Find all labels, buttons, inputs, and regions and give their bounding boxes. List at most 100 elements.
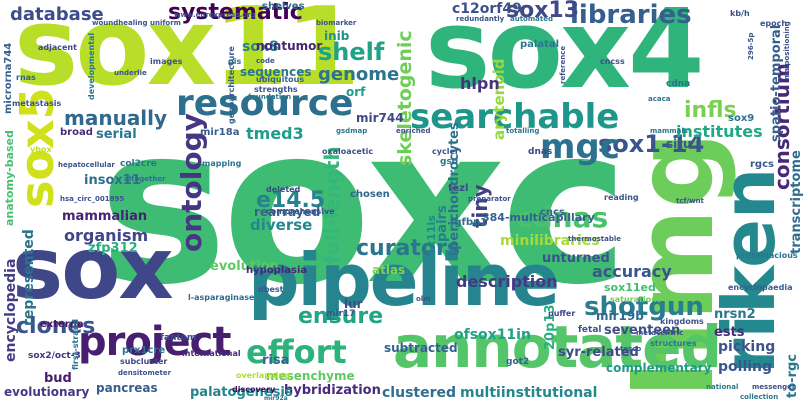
word-shelf: shelf — [318, 38, 385, 66]
word-soxc: soxc — [98, 80, 629, 333]
word-mammalian: mammalian — [62, 209, 148, 224]
word-situ: situ — [666, 137, 692, 151]
word-evolution: evolution — [210, 259, 279, 274]
word-infls: infls — [684, 98, 737, 123]
word-sox11ed: sox11ed — [604, 281, 656, 294]
word-296-5p: 296-5p — [747, 32, 755, 60]
word-kb-h: kb/h — [730, 9, 750, 18]
word-adjacent: adjacent — [38, 43, 77, 52]
word-hybridization: hybridization — [284, 383, 381, 398]
word-minilibraries: minilibraries — [500, 233, 600, 249]
word-shelves: shelves — [262, 1, 305, 12]
word-mir17: mir17 — [326, 309, 356, 319]
word-sox11: sox11 — [14, 0, 360, 110]
word-l-asparaginase: l-asparaginase — [188, 293, 255, 302]
word-hlpn: hlpn — [460, 74, 500, 93]
word-atlas: atlas — [372, 263, 406, 277]
word-redundantly: redundantly — [456, 15, 505, 23]
word-seventeen: seventeen — [604, 323, 681, 338]
word-gsd: gsd — [440, 157, 459, 167]
word-overlapping: overlapping — [236, 371, 290, 380]
word-description: description — [456, 272, 558, 291]
word-curators: curators — [356, 236, 460, 261]
word-fgfbp1: fgfbp1 — [450, 217, 488, 228]
word-mammals: mammals — [650, 127, 688, 135]
word-col2cre: col2cre — [120, 159, 157, 169]
word-database: database — [10, 4, 104, 25]
word-mgc: mgc — [540, 127, 620, 167]
word-olm: olm — [416, 295, 431, 303]
word-epoch: epoch — [760, 19, 788, 28]
word-chosen: chosen — [350, 189, 390, 200]
word-strengths: strengths — [254, 85, 298, 94]
word-effort: effort — [246, 333, 347, 371]
word-cncss: cncss — [600, 57, 625, 66]
word-messenger: messenger — [752, 383, 796, 391]
word-national: national — [706, 383, 739, 391]
word-encyclopedia: encyclopedia — [3, 258, 19, 362]
word-complementary: complementary — [606, 361, 712, 375]
word-insox11: insox11 — [84, 173, 141, 188]
word-first-strand: first-strand — [71, 318, 80, 370]
word-picking: picking — [718, 339, 776, 355]
word-got2: got2 — [506, 357, 530, 367]
word-gsdmap: gsdmap — [336, 127, 368, 135]
word-reading: reading — [604, 193, 639, 202]
word-automated: automated — [510, 15, 553, 23]
word-densitometer: densitometer — [118, 369, 172, 377]
word-malpositioning: malpositioning — [783, 21, 791, 80]
word-sequences: sequences — [240, 65, 312, 79]
word-manually: manually — [64, 106, 168, 130]
word-preparator: preparator — [468, 195, 511, 203]
word-biomarker: biomarker — [316, 19, 357, 27]
word-ybox: ybox — [30, 145, 52, 154]
word-woundhealing: woundhealing — [92, 19, 148, 27]
word-rnas: rnas — [16, 73, 36, 82]
word-structures: structures — [650, 339, 697, 348]
word-gis: gis — [228, 57, 242, 66]
word-eurexpress: www.eurexpress.org — [174, 11, 256, 19]
word-mir92a: mir92a — [264, 395, 288, 402]
word-systematic: systematic — [168, 0, 303, 25]
word-acaca: acaca — [648, 95, 671, 103]
word-international: international — [182, 349, 241, 358]
word-pancreas: pancreas — [96, 381, 158, 395]
word-palatogenesis: palatogenesis — [190, 385, 293, 400]
word-kingdoms: kingdoms — [660, 317, 704, 326]
word-sox4: sox4 — [425, 0, 705, 113]
word-zfp312: zfp312 — [88, 241, 138, 256]
word-totalling: totalling — [506, 127, 540, 135]
word-metastasis: metastasis — [12, 99, 62, 108]
word-spatio-temporal: spatio-temporal — [769, 24, 784, 142]
word-subtracted: subtracted — [384, 341, 458, 355]
word-ensure: ensure — [298, 304, 384, 329]
word-rgcs: rgcs — [750, 159, 774, 170]
word-proteinacious: proteinacious — [736, 251, 798, 260]
word-mesenchyme: mesenchyme — [266, 369, 355, 383]
word-evolutionary: evolutionary — [4, 385, 90, 399]
word-transcriptome: transcriptome — [789, 150, 804, 254]
word-broad: broad — [60, 127, 93, 138]
word-tcf-wnt: tcf/wnt — [676, 197, 704, 205]
word-libraries: libraries — [570, 0, 692, 30]
word-images: images — [150, 57, 183, 66]
word-metacentric: metacentric — [636, 329, 684, 337]
word-nrsn2: nrsn2 — [714, 307, 756, 322]
word-tesco: tesco — [620, 345, 642, 353]
word-unturned: unturned — [542, 251, 610, 266]
word-serial: serial — [96, 127, 137, 142]
word-syr-related: syr-related — [558, 345, 639, 360]
word-ubiquitous: ubiquitous — [256, 75, 305, 84]
word-hepatocellular: hepatocellular — [58, 161, 115, 169]
word-skeletogenic: skeletogenic — [394, 30, 416, 166]
word-hypoplasia: hypoplasia — [246, 265, 308, 276]
word-shotgun: shotgun — [584, 292, 704, 322]
word-diverse: diverse — [250, 216, 313, 234]
word-code: code — [256, 57, 275, 65]
word-mir19b: mir19b — [596, 309, 644, 323]
word-puffer: puffer — [548, 309, 576, 318]
word-cdnas: cdnas — [516, 201, 609, 234]
word-mapping: mapping — [202, 159, 242, 168]
word-cncs: cncs — [540, 207, 565, 218]
word-cdna: cdna — [666, 79, 691, 89]
